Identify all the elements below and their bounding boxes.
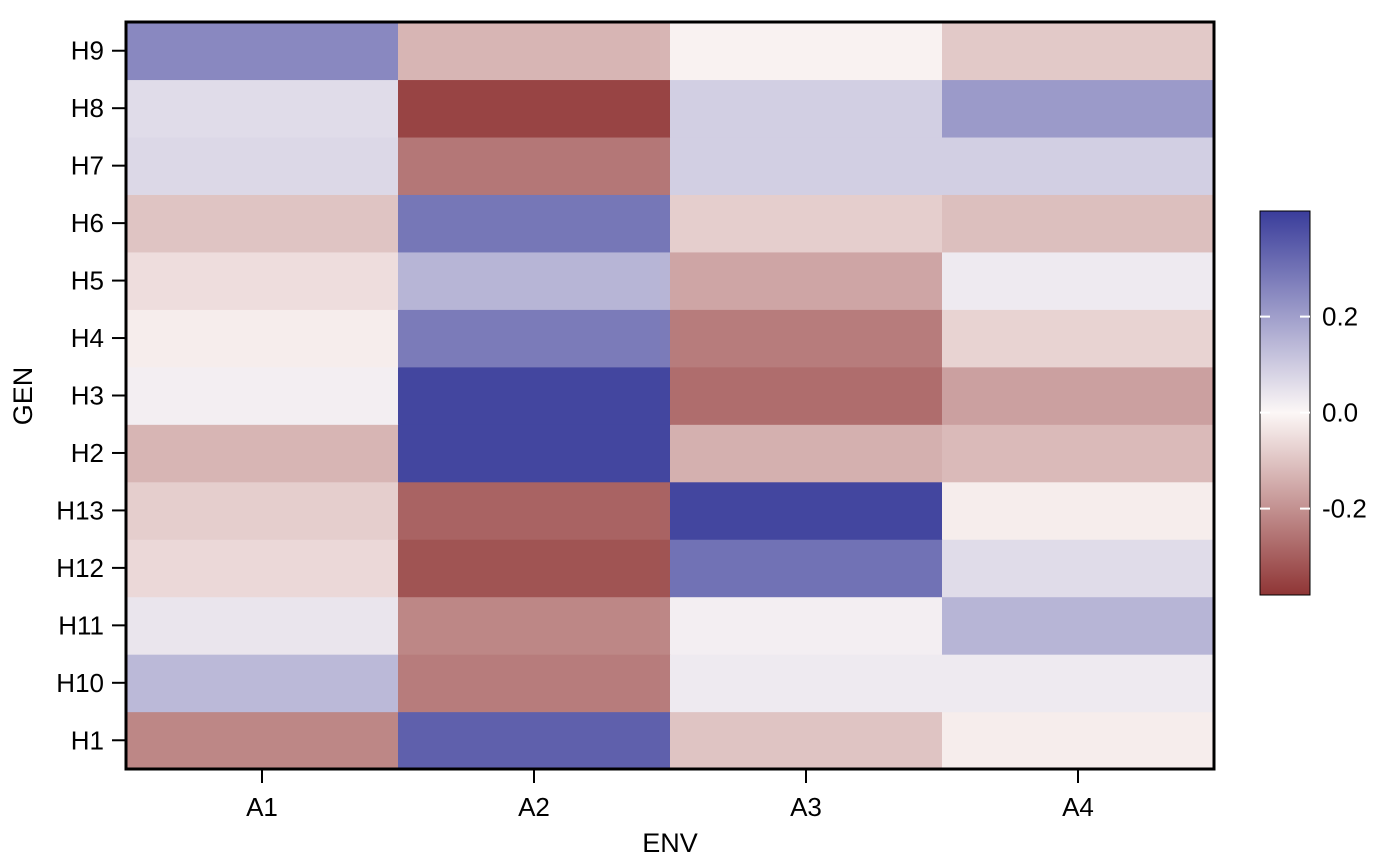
heatmap-cell — [126, 711, 399, 770]
heatmap-cell — [670, 251, 943, 310]
heatmap-cell — [942, 711, 1215, 770]
y-tick-label: H11 — [58, 610, 104, 640]
heatmap-cell — [942, 539, 1215, 598]
x-tick-label: A2 — [518, 792, 550, 822]
heatmap-cell — [942, 366, 1215, 425]
heatmap-cell — [942, 596, 1215, 655]
y-axis: H1 H10 H11 H12 H13 H2 H3 H4 H5 H6 H7 H8 H9 — [56, 36, 126, 755]
heatmap-cell — [398, 309, 671, 368]
heatmap-cells — [126, 22, 1215, 770]
heatmap-cell — [670, 79, 943, 138]
colorbar-tick-label: -0.2 — [1322, 494, 1367, 524]
heatmap-cell — [126, 424, 399, 483]
heatmap-cell — [670, 654, 943, 713]
x-axis: A1 A2 A3 A4 — [246, 769, 1094, 822]
x-tick-label: A4 — [1062, 792, 1094, 822]
heatmap-cell — [126, 136, 399, 195]
heatmap-cell — [670, 481, 943, 540]
heatmap-cell — [398, 251, 671, 310]
heatmap-cell — [670, 711, 943, 770]
heatmap-cell — [942, 251, 1215, 310]
heatmap-cell — [670, 539, 943, 598]
heatmap-cell — [126, 481, 399, 540]
y-tick-label: H13 — [56, 495, 104, 525]
y-tick-label: H1 — [71, 725, 104, 755]
heatmap-cell — [670, 309, 943, 368]
heatmap-cell — [398, 79, 671, 138]
heatmap-cell — [126, 194, 399, 253]
heatmap-cell — [670, 424, 943, 483]
y-tick-label: H3 — [71, 381, 104, 411]
heatmap-cell — [398, 654, 671, 713]
y-tick-label: H5 — [71, 266, 104, 296]
y-tick-label: H6 — [71, 208, 104, 238]
x-axis-title: ENV — [642, 828, 698, 858]
x-tick-label: A3 — [790, 792, 822, 822]
heatmap-cell — [398, 194, 671, 253]
heatmap-cell — [670, 22, 943, 81]
heatmap-cell — [398, 481, 671, 540]
colorbar-tick-label: 0.0 — [1322, 398, 1358, 428]
heatmap-cell — [670, 194, 943, 253]
heatmap-cell — [398, 539, 671, 598]
heatmap-cell — [942, 194, 1215, 253]
heatmap-cell — [670, 596, 943, 655]
heatmap-cell — [942, 424, 1215, 483]
heatmap-cell — [942, 136, 1215, 195]
heatmap-cell — [398, 711, 671, 770]
colorbar-legend: -0.2 0.0 0.2 — [1259, 210, 1367, 596]
y-tick-label: H9 — [71, 36, 104, 66]
heatmap-cell — [126, 366, 399, 425]
heatmap-cell — [398, 366, 671, 425]
heatmap-cell — [126, 654, 399, 713]
heatmap-cell — [398, 424, 671, 483]
y-tick-label: H8 — [71, 93, 104, 123]
x-tick-label: A1 — [246, 792, 278, 822]
y-tick-label: H7 — [71, 151, 104, 181]
y-tick-label: H2 — [71, 438, 104, 468]
heatmap-cell — [126, 596, 399, 655]
heatmap-cell — [126, 79, 399, 138]
heatmap-cell — [126, 539, 399, 598]
colorbar-tick-label: 0.2 — [1322, 302, 1358, 332]
heatmap-cell — [942, 79, 1215, 138]
y-axis-title: GEN — [8, 367, 38, 426]
y-tick-label: H12 — [56, 553, 104, 583]
y-tick-label: H4 — [71, 323, 104, 353]
heatmap-cell — [126, 251, 399, 310]
heatmap-cell — [126, 22, 399, 81]
heatmap-cell — [942, 309, 1215, 368]
heatmap-cell — [670, 366, 943, 425]
colorbar-gradient — [1259, 210, 1311, 596]
heatmap-cell — [398, 136, 671, 195]
heatmap-cell — [942, 654, 1215, 713]
heatmap-cell — [398, 22, 671, 81]
heatmap-cell — [942, 22, 1215, 81]
heatmap-cell — [398, 596, 671, 655]
y-tick-label: H10 — [56, 668, 104, 698]
heatmap-cell — [670, 136, 943, 195]
heatmap-cell — [126, 309, 399, 368]
heatmap-cell — [942, 481, 1215, 540]
